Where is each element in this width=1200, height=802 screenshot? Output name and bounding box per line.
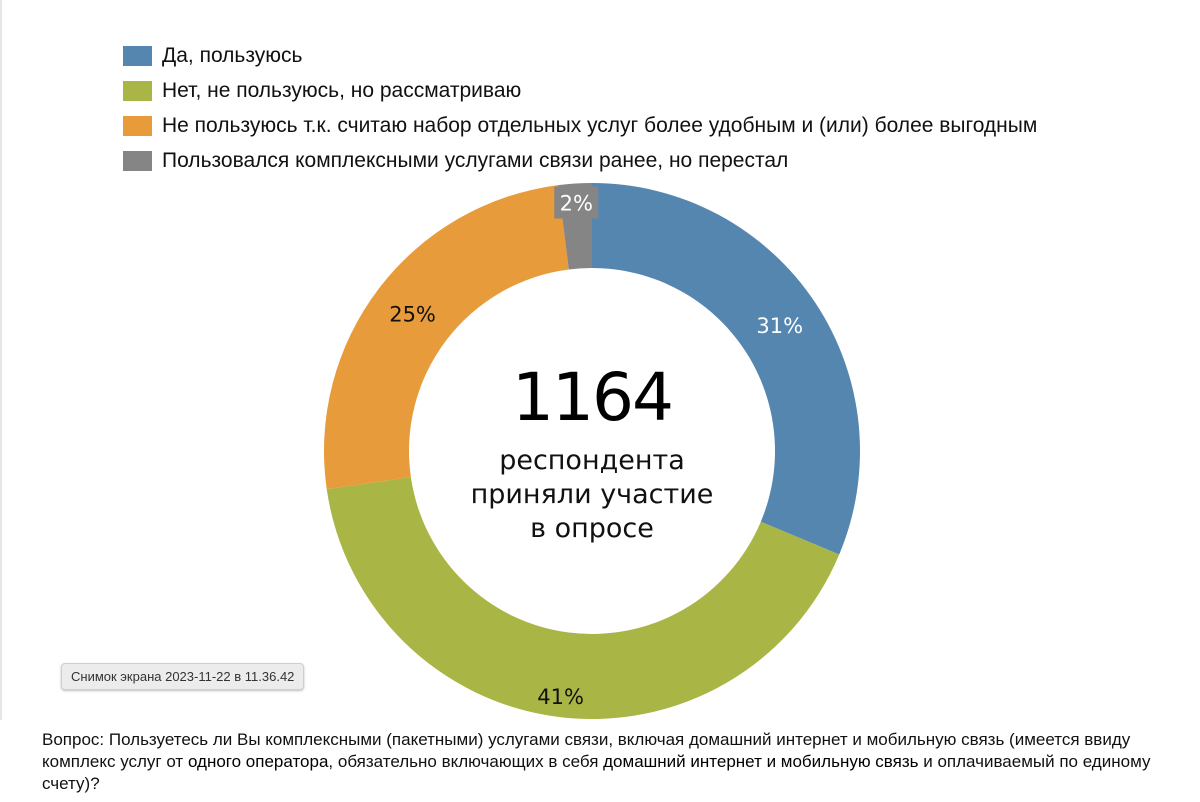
left-rule: [0, 0, 2, 720]
legend-label-yes: Да, пользуюсь: [162, 44, 303, 67]
slice-separate-services: [323, 185, 569, 490]
slice-label-yes: 31%: [756, 314, 803, 338]
legend-label-stopped: Пользовался комплексными услугами связи …: [162, 149, 789, 172]
center-line-3: в опросе: [530, 513, 654, 544]
center-number: 1164: [512, 359, 672, 436]
center-line-2: приняли участие: [471, 479, 714, 510]
legend-item-stopped: Пользовался комплексными услугами связи …: [123, 143, 1037, 178]
slice-label-box-stopped: [554, 186, 599, 219]
screenshot-badge: Снимок экрана 2023-11-22 в 11.36.42: [61, 663, 305, 690]
donut-slices: [323, 183, 860, 719]
legend-label-separate-services: Не пользуюсь т.к. считаю набор отдельных…: [162, 114, 1038, 137]
question-emphasis-2: домашний интернет и мобильную связь: [603, 752, 919, 771]
question-text: Вопрос: Пользуетесь ли Вы комплексными (…: [42, 729, 1182, 795]
slice-considering: [326, 477, 840, 719]
slice-label-separate-services: 25%: [389, 302, 436, 326]
legend-swatch-considering: [123, 80, 152, 101]
question-part-1: Вопрос: Пользуетесь ли Вы комплексными (…: [42, 730, 1131, 771]
legend-swatch-stopped: [123, 150, 152, 171]
legend-swatch-separate-services: [123, 115, 152, 136]
slice-label-considering: 41%: [537, 685, 584, 709]
question-part-2: , обязательно включающих в себя: [328, 752, 604, 771]
legend-label-considering: Нет, не пользуюсь, но рассматриваю: [162, 79, 522, 102]
question-emphasis-1: одного оператора: [187, 752, 329, 771]
donut-slice-labels: 31% 41% 25% 2%: [389, 186, 803, 709]
slice-label-stopped: 2%: [560, 191, 593, 215]
legend-item-separate-services: Не пользуюсь т.к. считаю набор отдельных…: [123, 108, 1037, 143]
question-part-3: и оплачиваемый по единому счету)?: [42, 752, 1151, 793]
legend-swatch-yes: [123, 45, 152, 66]
center-line-1: респондента: [499, 445, 685, 476]
slice-yes: [592, 183, 860, 555]
legend-item-yes: Да, пользуюсь: [123, 38, 1037, 73]
legend: Да, пользуюсь Нет, не пользуюсь, но расс…: [123, 38, 1037, 178]
legend-item-considering: Нет, не пользуюсь, но рассматриваю: [123, 73, 1037, 108]
